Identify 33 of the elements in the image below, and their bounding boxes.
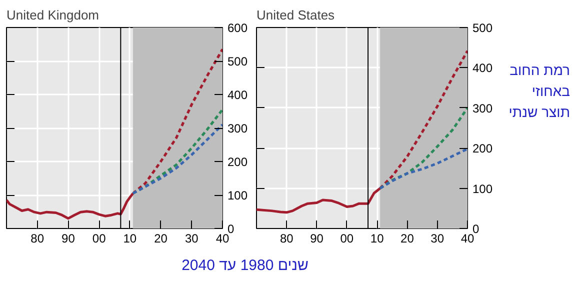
x-tick-label: 30 <box>184 232 199 246</box>
y-axis-title: רמת החוב באחוזי תוצר שנתי <box>508 61 570 122</box>
x-tick-label: 90 <box>62 232 76 246</box>
x-tick-label: 10 <box>123 232 137 246</box>
x-tick-label: 20 <box>400 232 414 246</box>
x-tick-label: 90 <box>310 232 324 246</box>
x-tick-label: 40 <box>216 232 230 246</box>
y-tick-label: 400 <box>472 61 493 76</box>
x-tick-label: 00 <box>340 232 354 246</box>
x-tick-label: 10 <box>370 232 384 246</box>
y-tick-label: 300 <box>228 122 248 136</box>
x-tick-label: 20 <box>154 232 168 246</box>
x-tick-label: 40 <box>460 232 474 246</box>
y-tick-label: 100 <box>228 188 248 202</box>
chart-title: United States <box>256 8 336 22</box>
y-tick-label: 0 <box>228 222 234 236</box>
y-tick-label: 500 <box>228 54 248 68</box>
y-tick-label: 200 <box>472 142 493 156</box>
y-tick-label: 300 <box>472 101 493 116</box>
y-tick-label: 200 <box>228 155 248 169</box>
x-tick-label: 00 <box>92 232 106 246</box>
line-series <box>378 148 468 190</box>
y-tick-label: 100 <box>472 182 493 196</box>
y-tick-label: 600 <box>228 21 248 35</box>
y-tick-label: 0 <box>472 222 480 236</box>
x-tick-label: 30 <box>430 232 444 246</box>
chart-title: United Kingdom <box>6 8 99 22</box>
x-axis-title: שנים 1980 עד 2040 <box>182 256 308 276</box>
y-tick-label: 400 <box>228 88 248 102</box>
x-tick-label: 80 <box>30 232 44 246</box>
x-tick-label: 80 <box>280 232 294 246</box>
line-series <box>132 123 222 195</box>
y-tick-label: 500 <box>472 21 493 35</box>
